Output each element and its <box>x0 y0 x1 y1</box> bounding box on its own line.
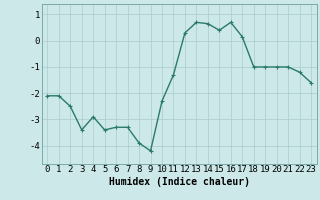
X-axis label: Humidex (Indice chaleur): Humidex (Indice chaleur) <box>109 177 250 187</box>
